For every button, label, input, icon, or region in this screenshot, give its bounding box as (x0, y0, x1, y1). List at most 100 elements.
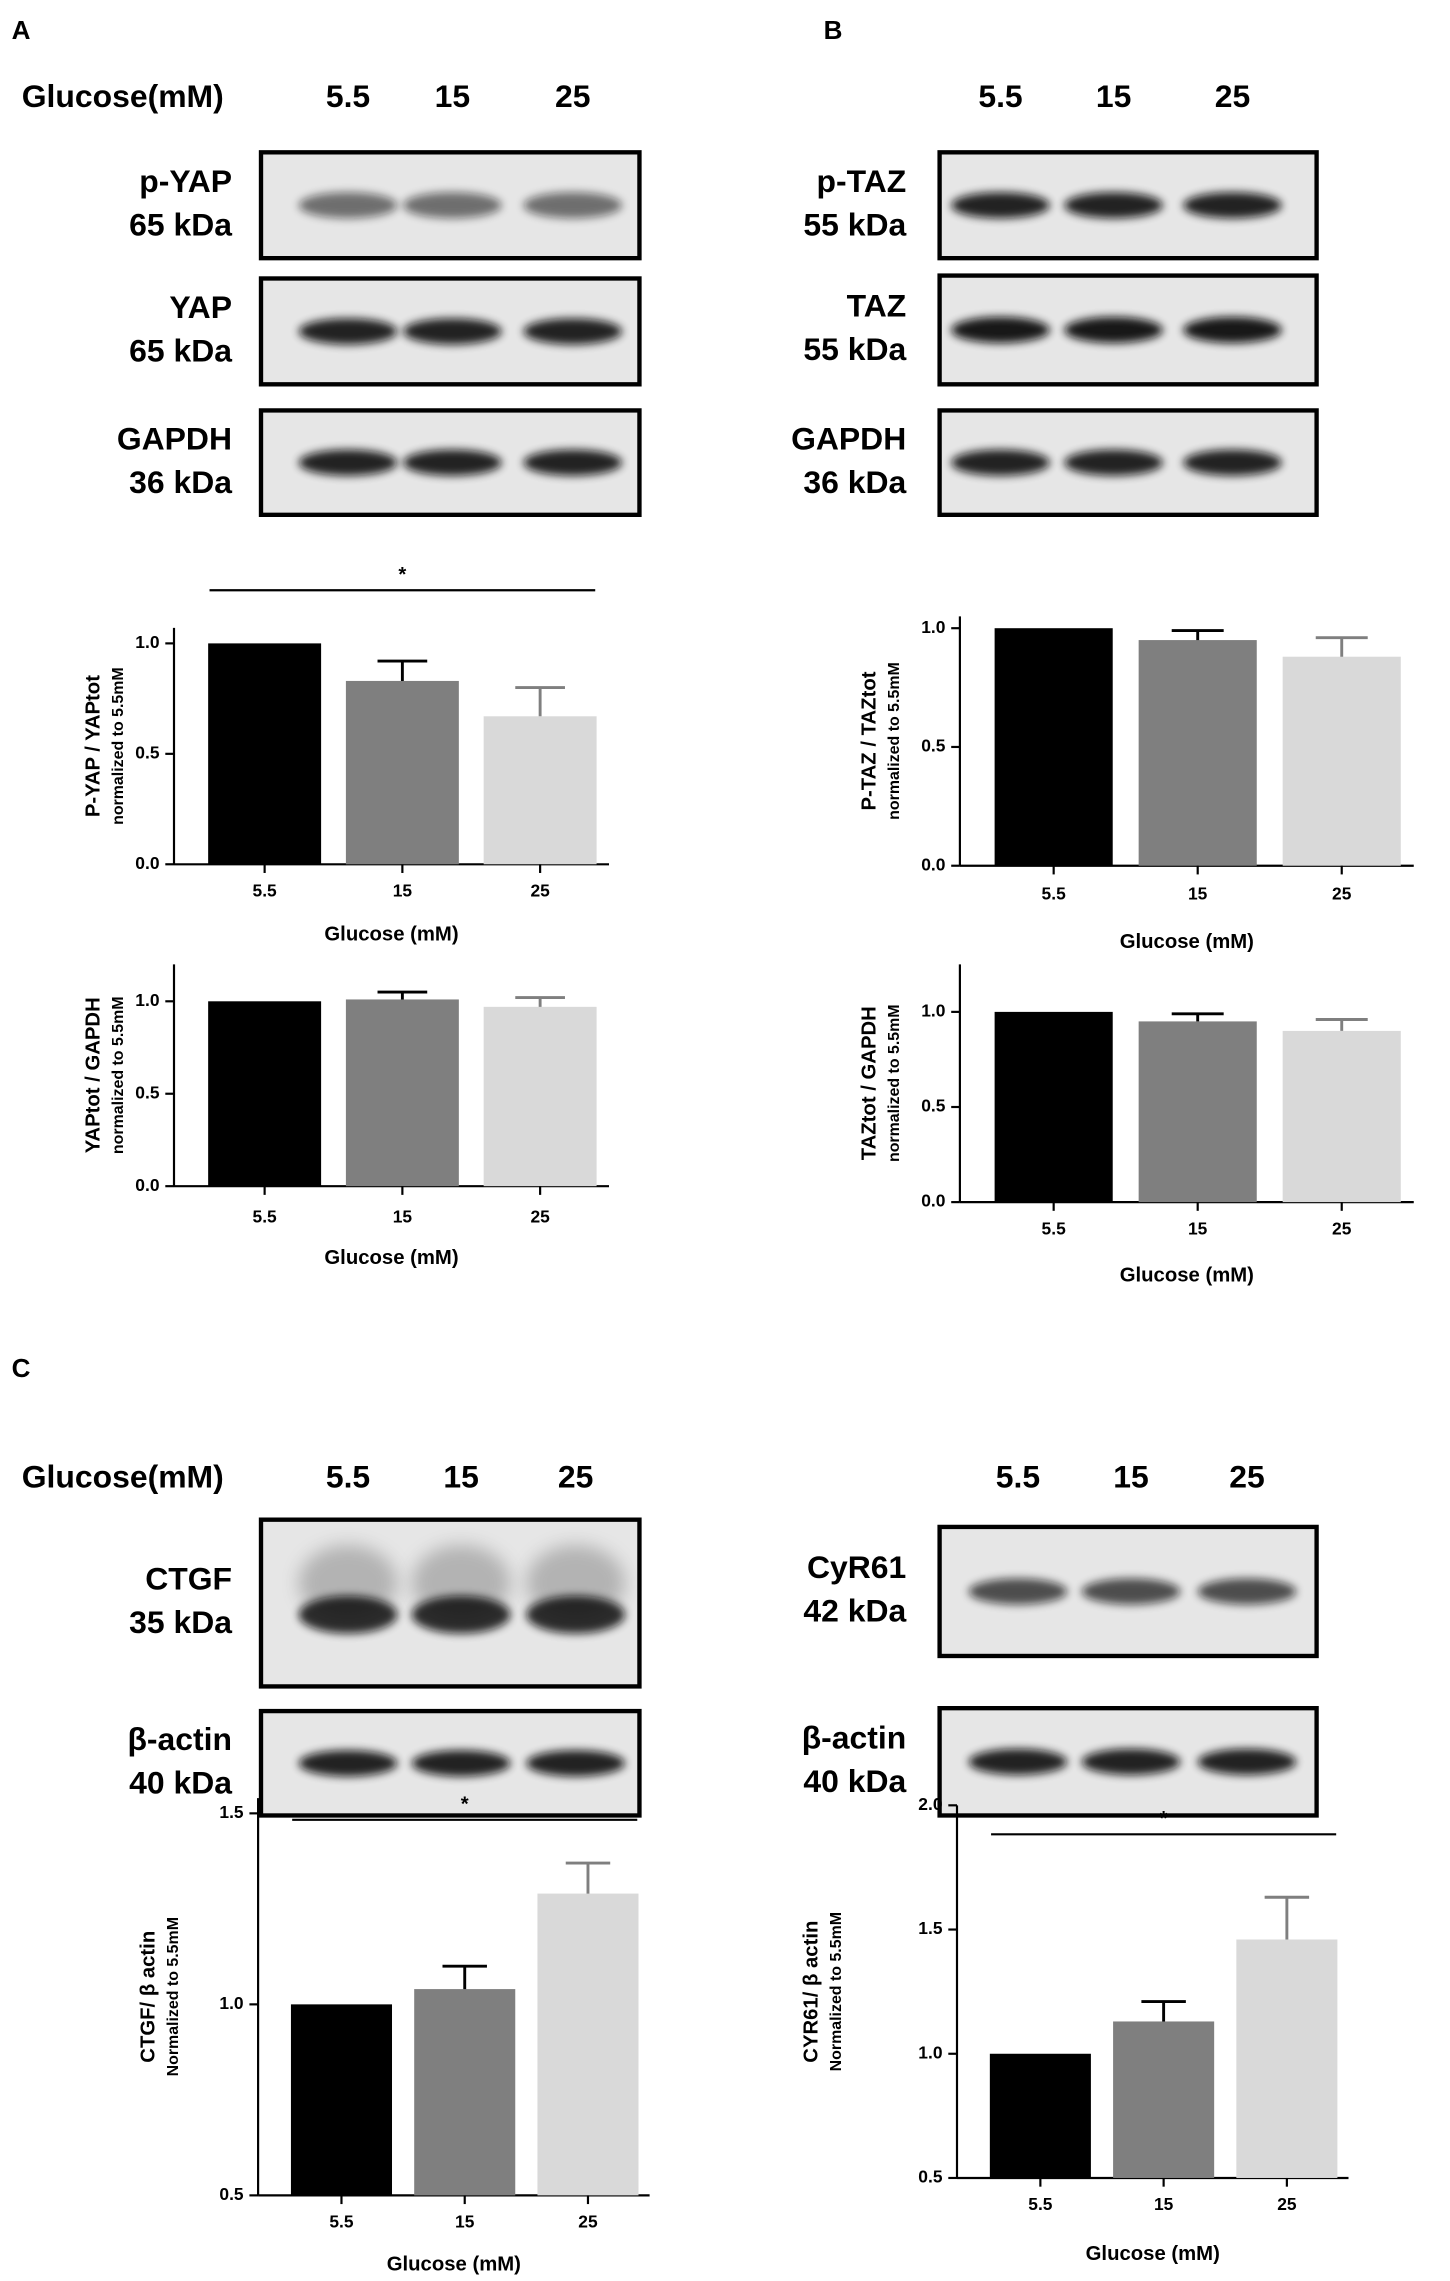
x-tick-label: 25 (1277, 2194, 1297, 2214)
x-tick-label: 25 (1332, 883, 1352, 903)
lane-label: 5.5 (996, 1458, 1040, 1494)
y-tick-label: 0.5 (219, 2184, 244, 2204)
bar-chart: 0.5 1.0 1.5 2.0 5.5 15 25 Glucose (mM) CYR61/ β … (800, 1794, 1349, 2265)
blot-band (403, 449, 502, 476)
bar (290, 2004, 393, 2196)
blot-band (1081, 1748, 1181, 1775)
significance-label: * (398, 564, 406, 586)
size-label: 35 kDa (129, 1604, 232, 1640)
x-axis-label: Glucose (mM) (324, 1247, 458, 1269)
y-axis-label: P-YAP / YAPtot (83, 675, 105, 817)
bar-chart: 0.0 0.5 1.0 5.5 15 25 Glucose (mM) P-YAP / YAPt… (83, 564, 609, 946)
blot-band (1064, 449, 1163, 476)
size-label: 42 kDa (803, 1593, 906, 1629)
panel-label: A (12, 15, 31, 45)
lane-label: 15 (435, 78, 470, 114)
bar (208, 643, 322, 865)
blot-band (1081, 1578, 1181, 1605)
protein-label: YAP (169, 289, 232, 325)
x-axis-label: Glucose (mM) (1120, 1264, 1254, 1286)
x-tick-label: 25 (530, 1207, 550, 1227)
x-tick-label: 15 (1154, 2194, 1174, 2214)
y-tick-label: 0.5 (921, 736, 946, 756)
error-bar (1141, 2000, 1186, 2022)
y-tick-label: 0.5 (135, 742, 160, 762)
bar (483, 1006, 597, 1187)
lane-label: 25 (1215, 78, 1250, 114)
error-bar (1171, 629, 1224, 641)
error-bar (377, 659, 428, 681)
protein-label: β-actin (802, 1719, 907, 1755)
x-tick-label: 15 (393, 1207, 413, 1227)
protein-label: CTGF (145, 1561, 232, 1597)
blot-band (403, 192, 502, 219)
y-tick-label: 0.0 (135, 853, 159, 873)
lane-label: 25 (558, 1458, 593, 1494)
y-tick-label: 1.5 (918, 1918, 943, 1938)
blot-band (298, 449, 398, 476)
size-label: 40 kDa (803, 1763, 906, 1799)
x-tick-label: 5.5 (1042, 1218, 1067, 1238)
protein-label: GAPDH (791, 420, 906, 456)
size-label: 36 kDa (803, 464, 906, 500)
bar (345, 680, 459, 865)
y-tick-label: 1.5 (219, 1802, 244, 1822)
blot-band (951, 192, 1050, 219)
blot-band (523, 192, 623, 219)
y-tick-label: 0.0 (921, 854, 945, 874)
x-tick-label: 5.5 (253, 880, 278, 900)
blot-band (411, 1750, 511, 1777)
lane-header: Glucose(mM) (22, 1458, 224, 1494)
blot-band (523, 449, 623, 476)
blot-band (523, 318, 623, 345)
bar (537, 1893, 639, 2196)
bar (483, 716, 597, 865)
y-axis-label: normalized to 5.5mM (886, 1004, 903, 1162)
blot-band (951, 449, 1050, 476)
blot-band (1064, 192, 1163, 219)
y-axis-label: normalized to 5.5mM (886, 662, 903, 820)
y-tick-label: 1.0 (918, 2042, 942, 2062)
significance-label: * (461, 1794, 469, 1816)
bar-chart: 0.0 0.5 1.0 5.5 15 25 Glucose (mM) YAPtot / GAP… (83, 964, 609, 1269)
x-tick-label: 5.5 (1028, 2194, 1053, 2214)
blot-band (951, 316, 1050, 343)
protein-label: TAZ (847, 288, 907, 324)
x-tick-label: 15 (393, 880, 413, 900)
significance-label: * (1160, 1808, 1168, 1830)
x-axis-label: Glucose (mM) (324, 924, 458, 946)
lane-header: Glucose(mM) (22, 78, 224, 114)
blot-band (526, 1595, 625, 1634)
blot-band (298, 1750, 398, 1777)
lane-label: 5.5 (326, 1458, 370, 1494)
bar (208, 1001, 322, 1187)
error-bar (442, 1964, 487, 1990)
blot-band (298, 192, 398, 219)
lane-label: 15 (443, 1458, 478, 1494)
error-bar (1264, 1895, 1310, 1940)
y-tick-label: 1.0 (135, 632, 159, 652)
size-label: 40 kDa (129, 1764, 232, 1800)
blot-band (411, 1595, 511, 1634)
bar (994, 1011, 1113, 1203)
y-tick-label: 0.0 (135, 1175, 159, 1195)
y-axis-label: CTGF/ β actin (138, 1931, 160, 2063)
bar (1113, 2021, 1215, 2178)
x-axis-label: Glucose (mM) (1086, 2243, 1220, 2265)
y-tick-label: 0.5 (135, 1082, 160, 1102)
error-bar (1315, 1018, 1368, 1031)
blot-band (968, 1748, 1068, 1775)
blot-band (1183, 449, 1282, 476)
y-axis-label: YAPtot / GAPDH (83, 997, 105, 1153)
bar (1282, 656, 1401, 866)
lane-label: 15 (1113, 1458, 1148, 1494)
blot-band (1197, 1578, 1297, 1605)
x-tick-label: 25 (1332, 1218, 1352, 1238)
protein-label: CyR61 (807, 1549, 906, 1585)
y-axis-label: TAZtot / GAPDH (858, 1006, 880, 1160)
x-tick-label: 15 (1188, 1218, 1208, 1238)
bar (414, 1989, 516, 2196)
blot-band (298, 1595, 398, 1634)
size-label: 55 kDa (803, 331, 906, 367)
protein-label: p-TAZ (817, 163, 907, 199)
